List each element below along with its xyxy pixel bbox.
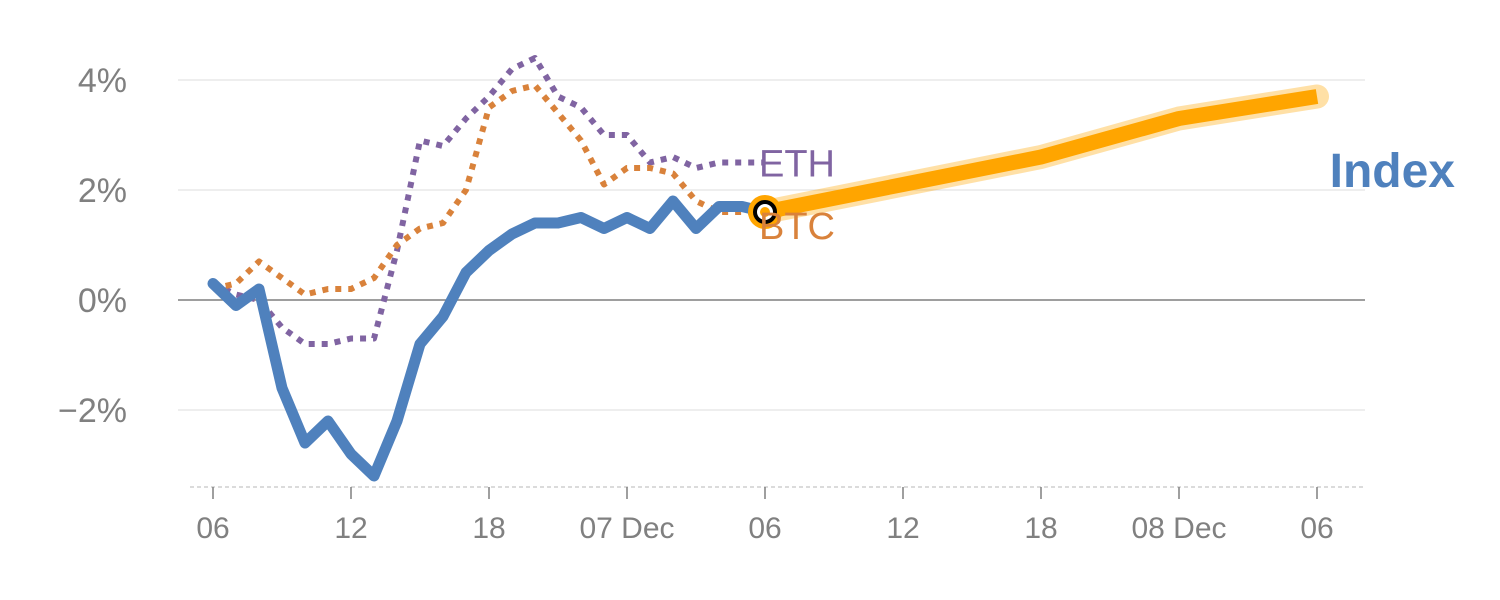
x-tick-label: 18 xyxy=(1024,512,1057,545)
x-tick-label: 06 xyxy=(748,512,781,545)
current-point-dot xyxy=(760,207,770,217)
x-tick-label: 06 xyxy=(1300,512,1333,545)
x-tick-label: 12 xyxy=(886,512,919,545)
series-labels: ETH BTC Index xyxy=(759,144,1455,249)
index-line xyxy=(207,195,771,482)
series-lines xyxy=(207,55,1329,482)
y-tick-label: 4% xyxy=(78,62,127,100)
x-axis: 06 12 18 07 Dec 06 12 18 08 Dec 06 xyxy=(190,486,1365,545)
x-tick-label: 18 xyxy=(472,512,505,545)
grid-lines: −2% 0% 2% 4% xyxy=(58,62,1365,430)
x-tick-label: 06 xyxy=(196,512,229,545)
eth-label: ETH xyxy=(759,144,835,186)
btc-line xyxy=(212,82,765,298)
x-tick-label: 12 xyxy=(334,512,367,545)
x-tick-label: 07 Dec xyxy=(579,512,674,545)
index-label: Index xyxy=(1330,145,1456,198)
forecast-line xyxy=(763,89,1319,220)
y-tick-label: 2% xyxy=(78,172,127,210)
btc-label: BTC xyxy=(759,206,835,248)
y-tick-label: 0% xyxy=(78,282,127,320)
x-tick-label: 08 Dec xyxy=(1131,512,1226,545)
y-tick-label: −2% xyxy=(58,392,127,430)
eth-line xyxy=(211,55,765,347)
current-point-marker xyxy=(748,195,782,229)
